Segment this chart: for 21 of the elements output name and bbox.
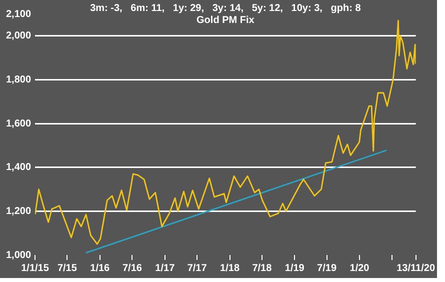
- x-tick-label: 7/17: [187, 262, 208, 274]
- y-tick-label: 2,000: [6, 30, 32, 42]
- y-tick-label: 1,800: [6, 74, 32, 86]
- x-tick-label: 7/16: [122, 262, 142, 274]
- y-tick-label: 1,600: [6, 118, 32, 130]
- x-tick-label: 1/20: [350, 262, 370, 274]
- x-tick-label: 7/18: [252, 262, 272, 274]
- x-tick-label: 1/1/15: [21, 262, 50, 274]
- y-tick-label: 2,100: [6, 8, 32, 20]
- chart-title: Gold PM Fix: [196, 14, 255, 26]
- chart-subtitle: 3m: -3, 6m: 11, 1y: 29, 3y: 14, 5y: 12, 10y: 3, gph: 8: [90, 2, 362, 14]
- x-tick-label: 1/16: [90, 262, 110, 274]
- y-tick-label: 1,400: [6, 162, 32, 174]
- x-tick-label: 7/15: [57, 262, 78, 274]
- y-tick-label: 1,200: [6, 206, 32, 217]
- x-tick-label: 7/19: [317, 262, 337, 274]
- x-tick-label: 1/18: [220, 262, 240, 274]
- x-tick-label: 1/19: [284, 262, 305, 274]
- x-tick-label: 1/17: [155, 262, 176, 274]
- y-tick-label: 1,000: [6, 250, 32, 261]
- x-tick-label: 13/11/20: [396, 262, 436, 274]
